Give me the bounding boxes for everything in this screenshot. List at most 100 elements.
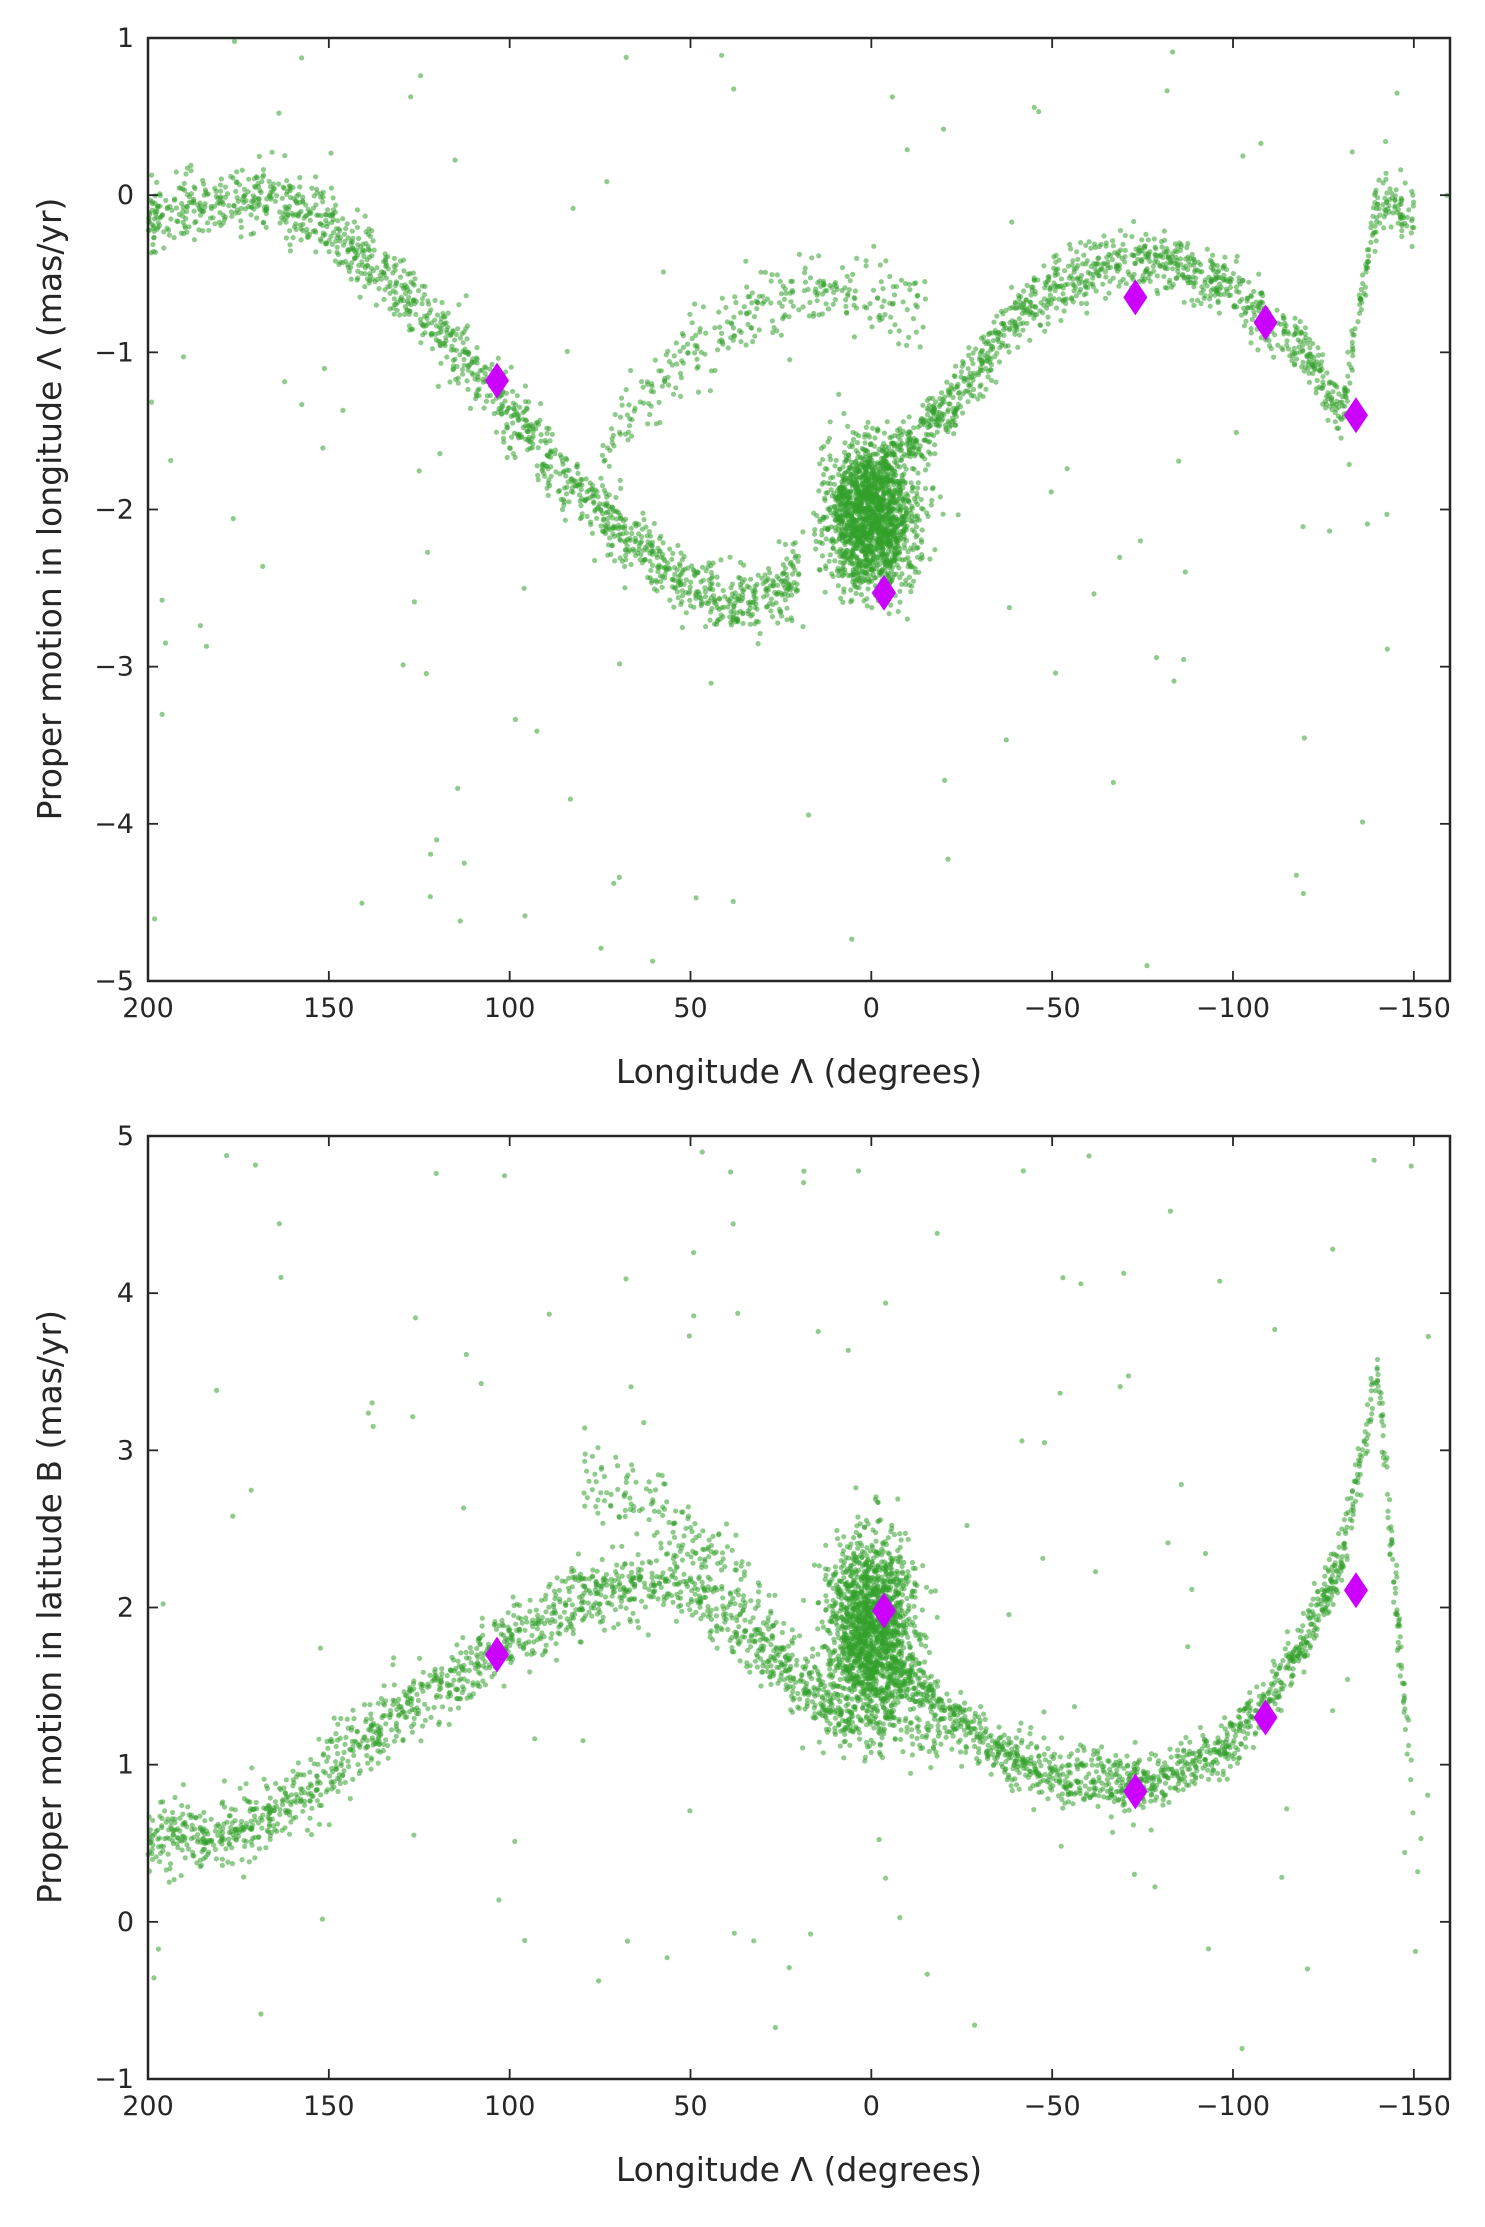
star-point (760, 580, 766, 587)
star-point (341, 231, 348, 237)
star-point (612, 411, 618, 418)
star-point (648, 567, 654, 574)
star-point (1044, 305, 1050, 311)
star-point (802, 279, 809, 285)
star-point (370, 268, 376, 274)
star-point (865, 419, 871, 425)
star-point (864, 596, 870, 602)
star-point (942, 394, 948, 400)
star-point (996, 329, 1002, 336)
star-point (873, 495, 879, 501)
star-point (1084, 300, 1090, 307)
star-point (481, 405, 487, 411)
star-point (455, 1705, 462, 1711)
star-point (777, 609, 783, 615)
star-point (856, 492, 862, 498)
star-point (806, 812, 812, 818)
star-point (915, 545, 921, 551)
star-point (850, 271, 856, 277)
star-point (1023, 297, 1029, 303)
star-point (865, 531, 871, 537)
star-point (639, 526, 646, 532)
star-point (500, 403, 506, 409)
star-point (1005, 343, 1011, 349)
star-point (609, 436, 615, 442)
star-point (819, 553, 826, 559)
star-point (607, 512, 614, 518)
star-point (1041, 263, 1047, 269)
star-point (374, 276, 380, 283)
star-point (1016, 295, 1022, 301)
star-point (958, 369, 965, 375)
star-point (493, 429, 499, 435)
star-point (933, 399, 939, 405)
star-point (628, 367, 634, 374)
star-point (780, 562, 786, 568)
star-point (1295, 337, 1301, 343)
star-point (740, 620, 746, 627)
star-point (717, 596, 723, 602)
star-point (1093, 288, 1099, 294)
star-point (971, 386, 977, 393)
star-point (1387, 197, 1393, 203)
star-point (611, 880, 617, 887)
star-point (656, 548, 662, 554)
star-point (909, 518, 915, 524)
star-point (1380, 202, 1386, 208)
star-point (293, 198, 299, 204)
star-point (234, 169, 240, 175)
star-point (852, 517, 858, 523)
star-point (713, 1613, 720, 1619)
star-point (200, 228, 206, 234)
star-point (727, 554, 733, 560)
star-point (1184, 245, 1190, 251)
star-point (675, 542, 681, 549)
star-point (548, 473, 554, 479)
star-point (741, 304, 748, 310)
star-point (939, 411, 945, 417)
star-point (617, 512, 623, 519)
star-point (1137, 248, 1143, 254)
star-point (1137, 538, 1143, 544)
star-point (619, 402, 625, 408)
star-point (155, 220, 161, 226)
star-point (728, 585, 734, 591)
star-point (1175, 268, 1181, 274)
star-point (197, 623, 203, 629)
star-point (578, 487, 584, 493)
star-point (823, 563, 829, 569)
star-point (204, 220, 211, 226)
star-point (1364, 521, 1370, 527)
star-point (1234, 253, 1240, 259)
star-point (1171, 678, 1177, 684)
star-point (868, 578, 875, 584)
star-point (960, 410, 966, 416)
star-point (1035, 277, 1041, 283)
star-point (648, 403, 654, 409)
star-point (557, 452, 564, 458)
star-point (218, 176, 224, 182)
star-point (901, 526, 908, 532)
star-point (844, 480, 850, 487)
star-point (906, 582, 913, 588)
star-point (639, 1598, 645, 1604)
star-point (1349, 149, 1355, 155)
star-point (1060, 291, 1066, 297)
star-point (180, 186, 186, 192)
x-tick-label: 200 (122, 993, 174, 1024)
star-point (641, 557, 647, 563)
star-point (945, 418, 951, 424)
star-point (349, 260, 355, 266)
star-point (930, 485, 936, 491)
star-point (1304, 353, 1310, 359)
star-point (617, 477, 623, 483)
star-point (817, 461, 823, 467)
star-point (794, 581, 800, 587)
star-point (649, 577, 655, 584)
star-point (1399, 233, 1405, 240)
star-point (534, 463, 540, 469)
star-point (1051, 254, 1057, 260)
star-point (441, 313, 447, 320)
star-point (839, 287, 845, 294)
star-point (849, 478, 855, 484)
